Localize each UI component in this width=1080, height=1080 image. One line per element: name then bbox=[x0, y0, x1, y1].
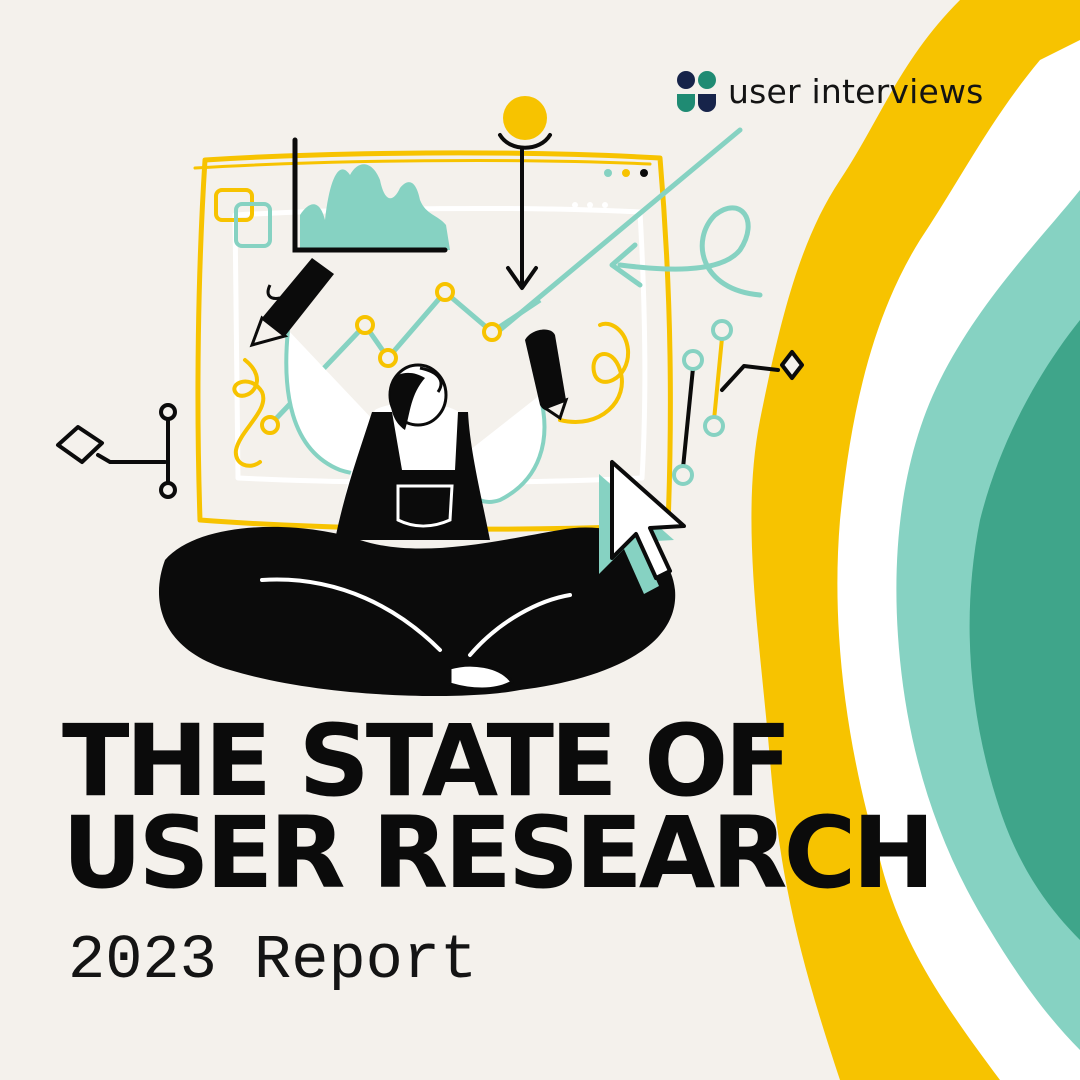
line-chart bbox=[232, 282, 631, 468]
green-arc bbox=[969, 320, 1080, 940]
researcher-figure bbox=[158, 329, 676, 696]
pencil-icon bbox=[249, 258, 334, 348]
trend-swirl bbox=[497, 127, 763, 333]
mini-chart bbox=[292, 137, 450, 253]
marker-icon bbox=[525, 329, 569, 421]
brand-name: user interviews bbox=[728, 71, 984, 111]
cursor-icon bbox=[599, 460, 686, 594]
title-line-2: USER RESEARCH bbox=[62, 796, 935, 911]
user-interviews-logo-icon bbox=[677, 71, 716, 112]
title-line-1: THE STATE OF bbox=[62, 704, 792, 819]
report-title: THE STATE OF USER RESEARCH bbox=[62, 704, 935, 911]
report-subtitle: 2023 Report bbox=[68, 925, 478, 996]
connector-right bbox=[672, 319, 804, 486]
pin-arrow bbox=[498, 96, 552, 290]
brand-lockup: user interviews bbox=[676, 70, 984, 112]
connector-left bbox=[56, 403, 177, 499]
rainbow-arcs bbox=[751, 0, 1080, 1080]
